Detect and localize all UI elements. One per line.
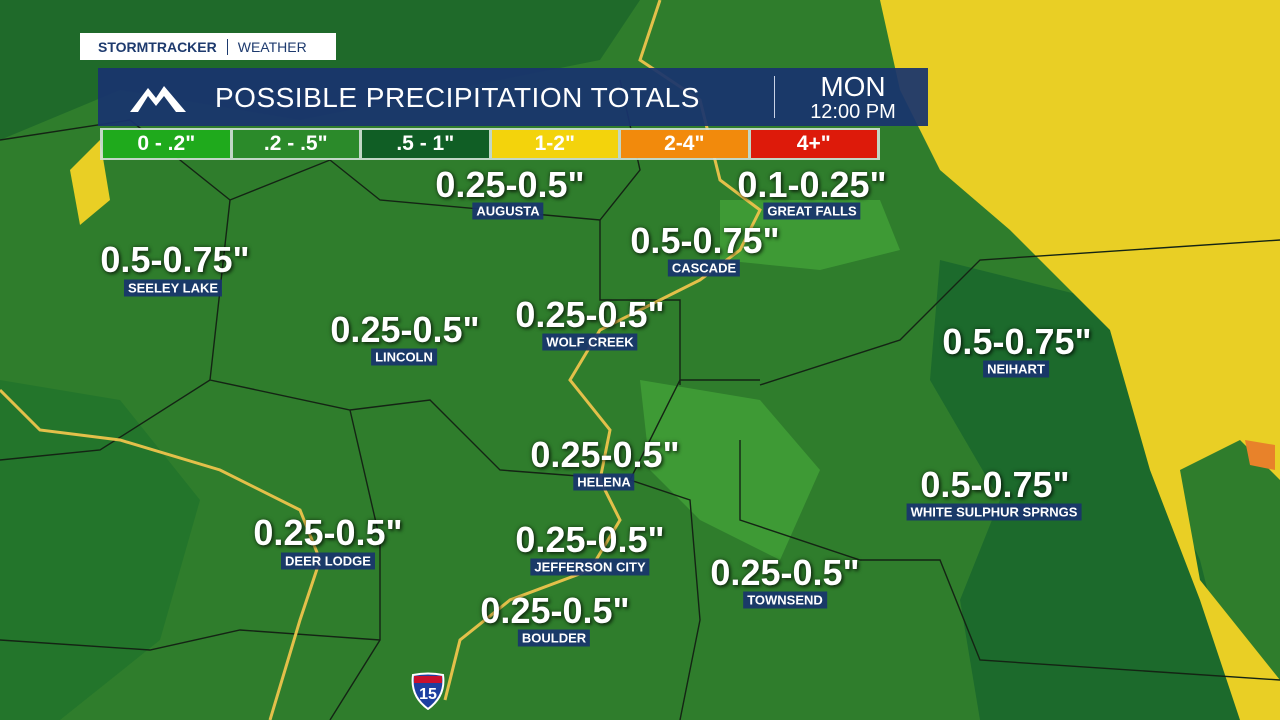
yellow-region — [880, 0, 1280, 720]
legend-item: .2 - .5" — [232, 130, 359, 158]
place-name: DEER LODGE — [281, 552, 375, 570]
mountain-icon — [130, 86, 186, 112]
place-name: AUGUSTA — [472, 202, 544, 220]
header-time: 12:00 PM — [810, 101, 896, 123]
precip-amount: 0.25-0.5" — [710, 552, 860, 593]
shield-icon: 15 — [411, 672, 445, 711]
yellow-region — [70, 140, 110, 225]
precip-amount: 0.5-0.75" — [920, 464, 1070, 505]
header-divider — [774, 76, 775, 118]
shield-number: 15 — [419, 686, 437, 703]
dark-region — [0, 380, 200, 720]
place-name: JEFFERSON CITY — [530, 558, 650, 576]
precip-amount: 0.25-0.5" — [515, 519, 665, 560]
brand-section: WEATHER — [237, 38, 307, 55]
legend-item: 0 - .2" — [103, 130, 230, 158]
orange-spot — [1245, 440, 1275, 470]
brand-name: STORMTRACKER — [98, 38, 217, 55]
precip-amount: 0.25-0.5" — [435, 164, 585, 205]
precip-amount: 0.5-0.75" — [630, 220, 780, 261]
precip-amount: 0.1-0.25" — [737, 164, 887, 205]
precip-amount: 0.25-0.5" — [515, 294, 665, 335]
place-name: NEIHART — [983, 360, 1049, 378]
precip-amount: 0.5-0.75" — [100, 239, 250, 280]
precip-amount: 0.5-0.75" — [942, 321, 1092, 362]
place-name: CASCADE — [667, 259, 741, 277]
place-name: BOULDER — [517, 629, 591, 647]
interstate-shield: 15 — [410, 672, 446, 711]
legend-item: 1-2" — [491, 130, 618, 158]
brand-separator — [226, 38, 228, 55]
legend-item: 4+" — [750, 130, 877, 158]
place-name: HELENA — [573, 473, 635, 491]
legend: 0 - .2" .2 - .5" .5 - 1" 1-2" 2-4" 4+" — [100, 128, 880, 160]
place-name: GREAT FALLS — [763, 202, 861, 220]
precip-amount: 0.25-0.5" — [480, 590, 630, 631]
header-day: MON — [820, 71, 886, 102]
place-name: SEELEY LAKE — [123, 279, 223, 297]
place-name: WOLF CREEK — [542, 333, 638, 351]
precip-amount: 0.25-0.5" — [530, 434, 680, 475]
precip-amount: 0.25-0.5" — [330, 309, 480, 350]
legend-item: .5 - 1" — [362, 130, 489, 158]
county-borders — [0, 79, 1280, 720]
place-name: TOWNSEND — [743, 591, 827, 609]
light-region — [640, 380, 820, 560]
brand-tag: STORMTRACKER WEATHER — [80, 33, 336, 60]
place-name: WHITE SULPHUR SPRNGS — [906, 503, 1082, 521]
place-name: LINCOLN — [371, 348, 437, 366]
header-title: POSSIBLE PRECIPITATION TOTALS — [215, 82, 700, 113]
header-bar: POSSIBLE PRECIPITATION TOTALS MON 12:00 … — [98, 68, 928, 126]
legend-item: 2-4" — [621, 130, 748, 158]
precip-amount: 0.25-0.5" — [253, 512, 403, 553]
